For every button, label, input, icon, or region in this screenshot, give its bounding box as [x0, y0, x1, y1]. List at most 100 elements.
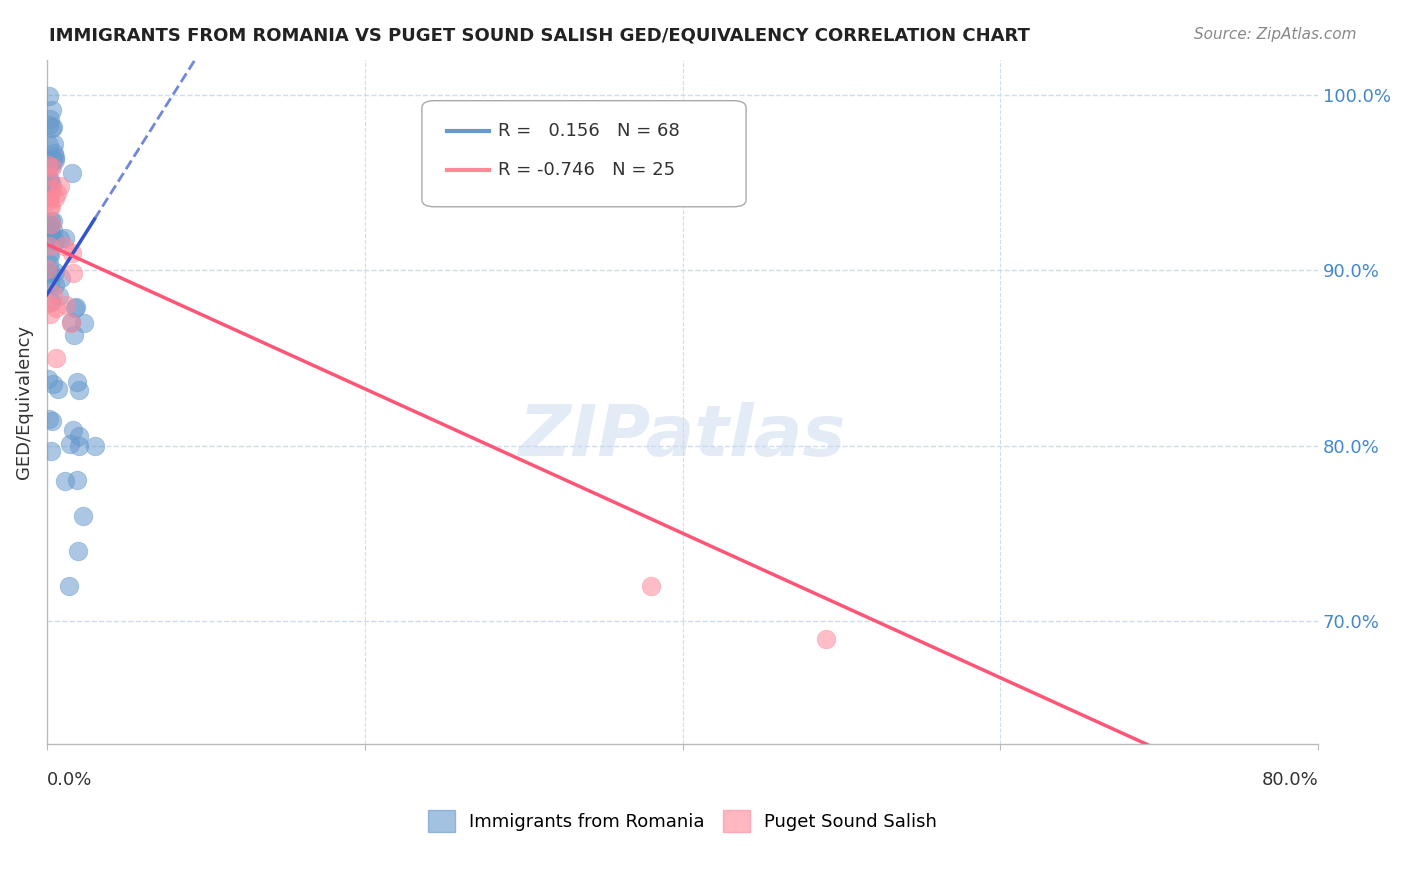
Point: [42, 120, 65, 134]
Point: [58, 579, 80, 593]
Point: [66, 544, 89, 558]
Text: IMMIGRANTS FROM ROMANIA VS PUGET SOUND SALISH GED/EQUIVALENCY CORRELATION CHART: IMMIGRANTS FROM ROMANIA VS PUGET SOUND S…: [49, 27, 1031, 45]
Point: [39, 199, 62, 213]
Point: [37, 216, 59, 230]
Point: [37, 182, 59, 196]
Point: [63, 328, 86, 343]
Point: [39, 112, 62, 126]
Point: [53, 230, 76, 244]
Point: [42, 223, 65, 237]
Point: [37, 158, 59, 172]
Text: 80.0%: 80.0%: [1261, 772, 1319, 789]
Legend: Immigrants from Romania, Puget Sound Salish: Immigrants from Romania, Puget Sound Sal…: [419, 801, 946, 841]
Point: [44, 137, 66, 152]
Point: [66, 474, 89, 488]
Point: [53, 474, 76, 488]
Point: [48, 289, 70, 303]
Point: [38, 173, 60, 187]
Point: [46, 186, 69, 200]
Point: [45, 301, 67, 315]
Point: [39, 294, 62, 309]
FancyBboxPatch shape: [422, 101, 747, 207]
Point: [59, 316, 82, 330]
Text: ZIPatlas: ZIPatlas: [519, 401, 846, 471]
Point: [44, 278, 66, 293]
Point: [39, 276, 62, 290]
Point: [52, 239, 75, 253]
Point: [640, 579, 662, 593]
Point: [44, 150, 66, 164]
Point: [37, 194, 59, 208]
Point: [39, 217, 62, 231]
Point: [59, 315, 82, 329]
Point: [44, 265, 66, 279]
Point: [49, 270, 72, 285]
Point: [41, 103, 63, 118]
Point: [44, 192, 66, 206]
Point: [46, 382, 69, 396]
Point: [38, 238, 60, 252]
Point: [41, 286, 63, 301]
Point: [37, 152, 59, 166]
Point: [60, 245, 83, 260]
Point: [38, 158, 60, 172]
Point: [39, 214, 62, 228]
Point: [41, 178, 63, 192]
Text: R = -0.746   N = 25: R = -0.746 N = 25: [498, 161, 675, 179]
Point: [39, 247, 62, 261]
Text: 0.0%: 0.0%: [46, 772, 93, 789]
Point: [83, 439, 105, 453]
Point: [814, 632, 837, 646]
Point: [39, 226, 62, 240]
Point: [39, 217, 62, 231]
Point: [39, 159, 62, 173]
Point: [72, 508, 94, 523]
Text: R =   0.156   N = 68: R = 0.156 N = 68: [498, 122, 681, 140]
Point: [44, 153, 66, 167]
Point: [44, 234, 66, 248]
Point: [41, 181, 63, 195]
Point: [39, 199, 62, 213]
Point: [48, 178, 70, 193]
Point: [38, 88, 60, 103]
Point: [67, 428, 90, 442]
Point: [38, 223, 60, 237]
Point: [59, 437, 82, 451]
Point: [62, 266, 84, 280]
Point: [37, 267, 59, 281]
Point: [37, 181, 59, 195]
Point: [63, 301, 86, 316]
Y-axis label: GED/Equivalency: GED/Equivalency: [15, 325, 32, 479]
Point: [39, 443, 62, 458]
Point: [38, 257, 60, 271]
Point: [41, 414, 63, 428]
Point: [37, 372, 59, 386]
Point: [62, 423, 84, 437]
Point: [55, 298, 77, 312]
Point: [44, 145, 66, 160]
Text: Source: ZipAtlas.com: Source: ZipAtlas.com: [1194, 27, 1357, 42]
Point: [39, 173, 62, 187]
Point: [72, 316, 94, 330]
Point: [41, 121, 63, 136]
Point: [38, 181, 60, 195]
Point: [38, 247, 60, 261]
Point: [37, 262, 59, 277]
Point: [38, 137, 60, 152]
Point: [39, 231, 62, 245]
Point: [45, 351, 67, 365]
Point: [42, 214, 65, 228]
Point: [39, 307, 62, 321]
Point: [66, 375, 89, 389]
Point: [65, 301, 87, 315]
Point: [39, 190, 62, 204]
Point: [42, 153, 65, 167]
Point: [38, 119, 60, 133]
Point: [37, 296, 59, 310]
Point: [67, 383, 90, 397]
Point: [42, 376, 65, 391]
Point: [48, 231, 70, 245]
Point: [37, 169, 59, 183]
Point: [60, 166, 83, 180]
Point: [41, 160, 63, 174]
